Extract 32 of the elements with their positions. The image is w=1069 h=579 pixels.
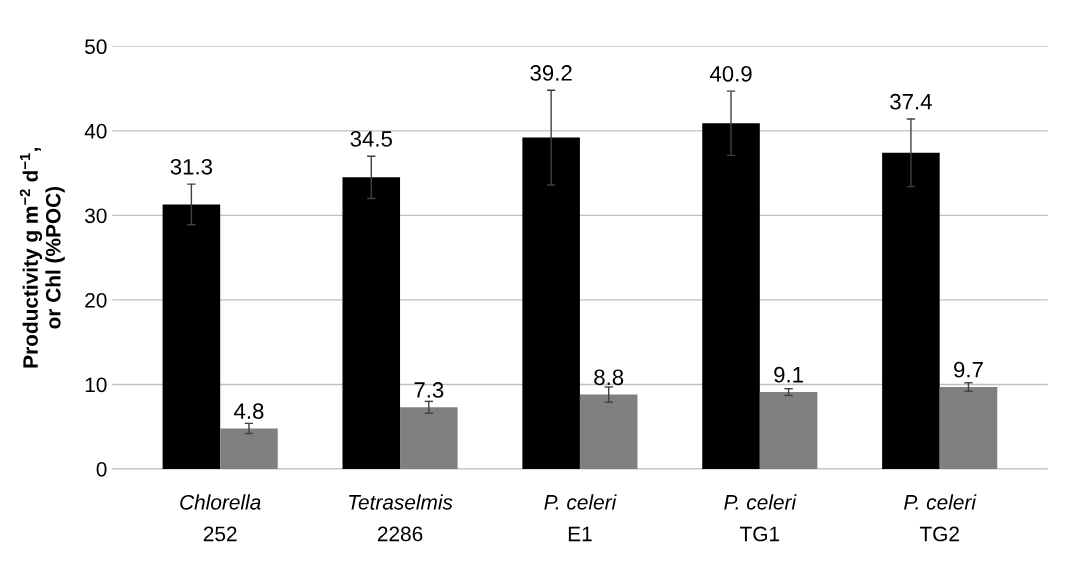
bar	[220, 428, 278, 469]
data-label: 8.8	[594, 369, 624, 386]
data-label: 40.9	[709, 65, 752, 82]
data-label: 34.5	[350, 131, 392, 147]
bar	[400, 407, 458, 469]
y-tick-label: 10	[85, 377, 107, 393]
bar	[522, 137, 580, 469]
bar	[759, 392, 818, 469]
bar	[702, 123, 760, 469]
bar	[579, 394, 638, 469]
bar	[162, 204, 221, 469]
x-tick-label: P. celeri E1	[544, 494, 617, 542]
bar	[342, 177, 401, 469]
x-tick-label: P. celeri TG1	[724, 494, 797, 542]
x-tick-label: Tetraselmis 2286	[349, 494, 453, 542]
bar	[882, 152, 940, 469]
data-label: 9.1	[774, 366, 803, 383]
data-label: 9.7	[954, 361, 983, 378]
data-label: 4.8	[234, 403, 264, 419]
data-label: 31.3	[170, 158, 213, 175]
y-tick-label: 0	[96, 461, 107, 477]
data-label: 7.3	[414, 382, 444, 398]
x-tick-label: Chlorella 252	[180, 494, 261, 542]
y-tick-label: 20	[85, 292, 107, 308]
x-tick-label: P. celeri TG2	[904, 494, 977, 542]
data-label: 37.4	[890, 93, 932, 110]
bar	[939, 386, 998, 469]
y-tick-label: 50	[85, 39, 107, 55]
y-tick-label: 30	[85, 208, 107, 224]
y-tick-label: 40	[84, 123, 107, 139]
data-label: 39.2	[530, 65, 572, 81]
text: Productivity g m$^{−2}$ d$^{−1}$, or Chl (%POC)	[19, 147, 65, 368]
